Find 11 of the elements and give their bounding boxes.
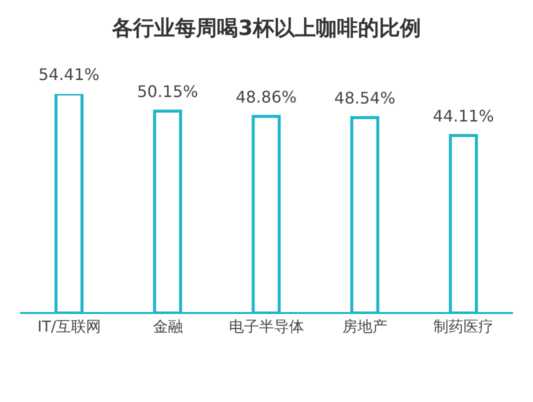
x-tick-label: IT/互联网	[37, 318, 102, 336]
x-tick-label: 金融	[152, 318, 183, 336]
x-tick-label: 电子半导体	[229, 318, 304, 336]
data-label: 48.54%	[334, 88, 396, 108]
data-label: 54.41%	[38, 65, 100, 84]
data-label: 50.15%	[137, 82, 198, 102]
chart-title: 各行业每周喝3杯以上咖啡的比例	[110, 15, 422, 42]
data-label: 48.86%	[236, 87, 297, 106]
x-tick-label: 房地产	[342, 318, 388, 336]
data-label: 44.11%	[432, 106, 494, 126]
x-tick-label: 制药医疗	[434, 318, 494, 336]
